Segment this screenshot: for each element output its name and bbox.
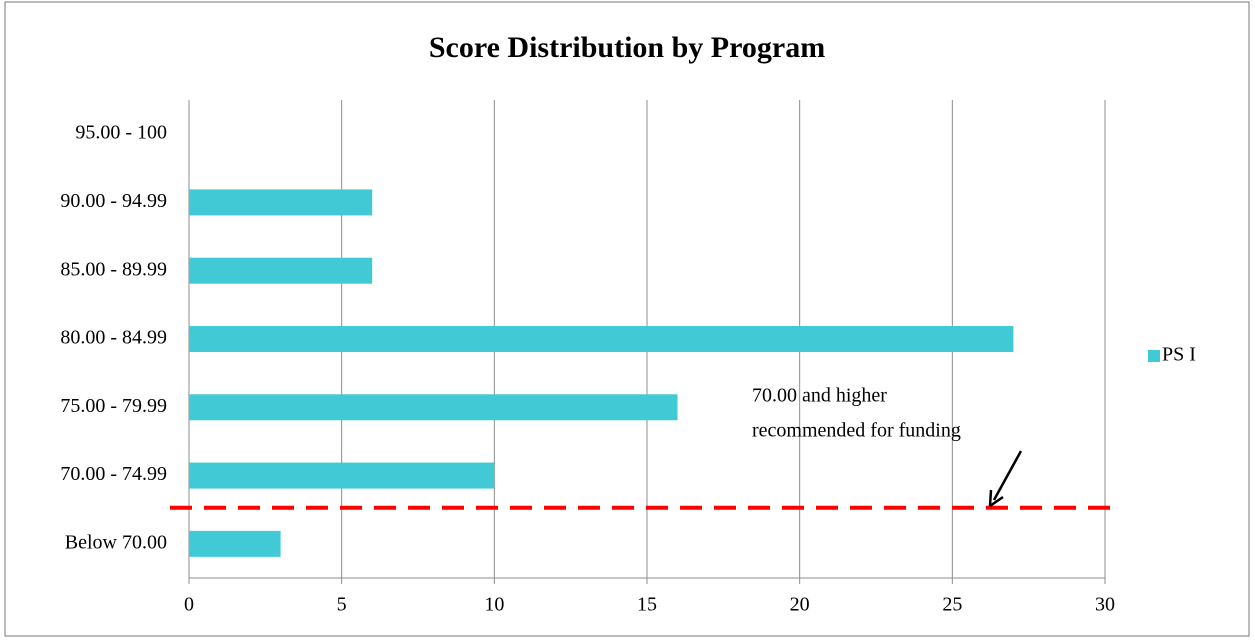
annotation: 70.00 and higher	[752, 385, 887, 407]
x-tick-label: 15	[637, 594, 657, 616]
x-tick-label: 0	[184, 594, 194, 616]
y-tick-label: 90.00 - 94.99	[60, 190, 167, 212]
bar	[189, 394, 678, 421]
y-tick-label: 80.00 - 84.99	[60, 327, 167, 349]
legend-label: PS I	[1162, 344, 1196, 366]
y-tick-label: 85.00 - 89.99	[60, 258, 167, 280]
chart-title: Score Distribution by Program	[429, 31, 825, 64]
x-tick-label: 10	[484, 594, 504, 616]
bar	[189, 530, 281, 557]
x-tick-label: 5	[337, 594, 347, 616]
y-tick-label: Below 70.00	[65, 531, 167, 553]
bar	[189, 257, 373, 284]
annotation-arrow	[992, 450, 1023, 501]
bar	[189, 189, 373, 216]
chart-frame	[4, 1, 1250, 637]
bar	[189, 462, 495, 489]
y-tick-label: 75.00 - 79.99	[60, 395, 167, 417]
x-tick-label: 20	[790, 594, 810, 616]
annotation-arrowhead	[988, 489, 1004, 508]
y-tick-label: 70.00 - 74.99	[60, 463, 167, 485]
x-tick-label: 30	[1095, 594, 1115, 616]
x-tick-label: 25	[942, 594, 962, 616]
y-tick-label: 95.00 - 100	[75, 122, 167, 144]
legend-swatch	[1148, 350, 1160, 362]
bar	[189, 326, 1014, 352]
annotation: recommended for funding	[752, 420, 961, 442]
